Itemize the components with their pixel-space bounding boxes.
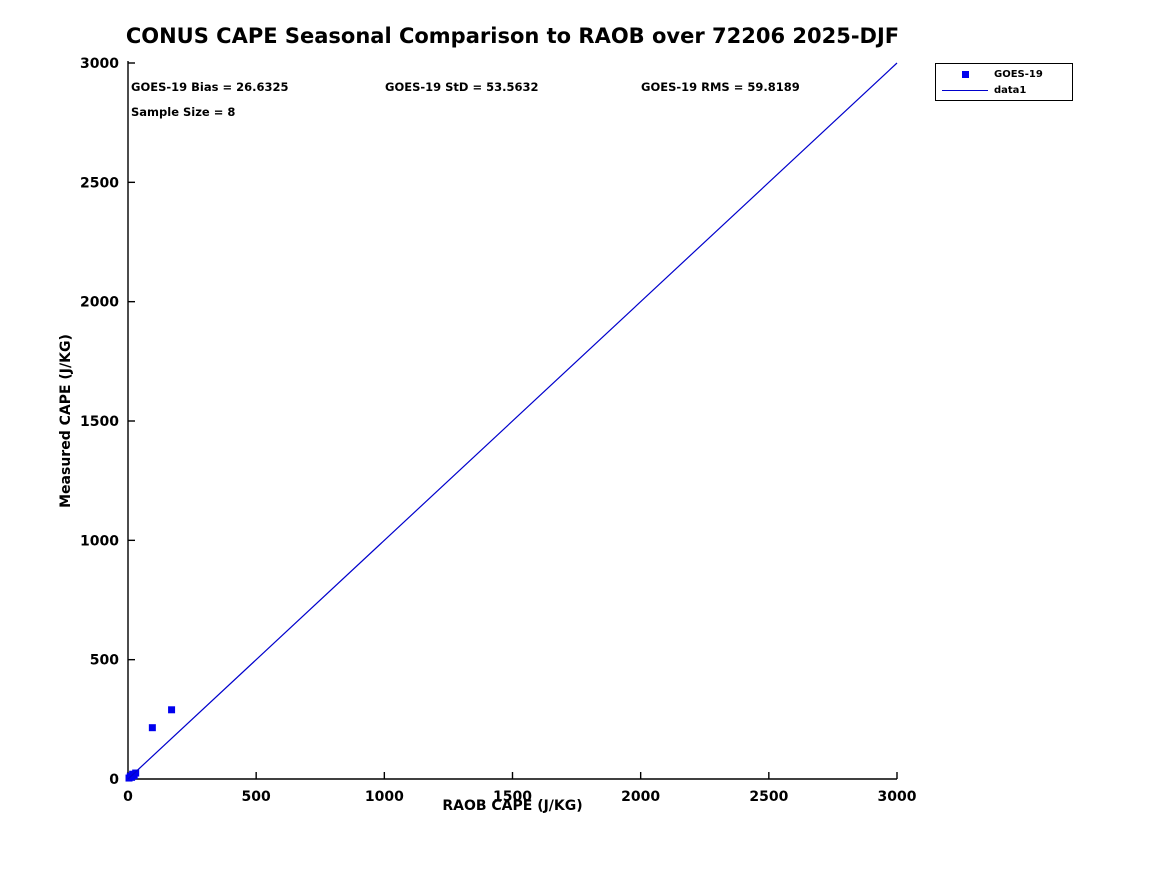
x-tick-label: 2000 xyxy=(621,789,660,805)
x-tick-label: 500 xyxy=(242,789,271,805)
y-tick-label: 2000 xyxy=(80,295,119,311)
y-tick-label: 1500 xyxy=(80,414,119,430)
annotation-std: GOES-19 StD = 53.5632 xyxy=(385,80,539,94)
scatter-point xyxy=(148,724,156,732)
legend-label-goes19: GOES-19 xyxy=(994,68,1043,80)
x-tick-label: 0 xyxy=(123,789,133,805)
annotation-bias: GOES-19 Bias = 26.6325 xyxy=(131,80,289,94)
y-tick-label: 3000 xyxy=(80,56,119,72)
y-tick-label: 500 xyxy=(90,653,119,669)
x-tick-label: 1500 xyxy=(493,789,532,805)
legend-label-data1: data1 xyxy=(994,84,1027,96)
scatter-point xyxy=(132,769,140,777)
y-tick-label: 1000 xyxy=(80,533,119,549)
y-tick-label: 0 xyxy=(109,772,119,788)
y-tick-label: 2500 xyxy=(80,175,119,191)
x-axis-label: RAOB CAPE (J/KG) xyxy=(442,798,583,814)
legend-entry-goes19: GOES-19 xyxy=(936,66,1072,82)
annotation-rms: GOES-19 RMS = 59.8189 xyxy=(641,80,800,94)
chart-title: CONUS CAPE Seasonal Comparison to RAOB o… xyxy=(125,24,900,48)
x-tick-label: 1000 xyxy=(365,789,404,805)
blue-line-icon xyxy=(942,89,988,91)
annotation-sample-size: Sample Size = 8 xyxy=(131,105,236,119)
identity-line xyxy=(127,62,898,780)
x-tick-label: 2500 xyxy=(749,789,788,805)
legend: GOES-19 data1 xyxy=(935,63,1073,101)
blue-square-marker-icon xyxy=(961,70,969,78)
scatter-point xyxy=(168,706,176,714)
legend-entry-data1: data1 xyxy=(936,82,1072,98)
x-tick-label: 3000 xyxy=(878,789,917,805)
y-axis-label: Measured CAPE (J/KG) xyxy=(58,334,74,508)
